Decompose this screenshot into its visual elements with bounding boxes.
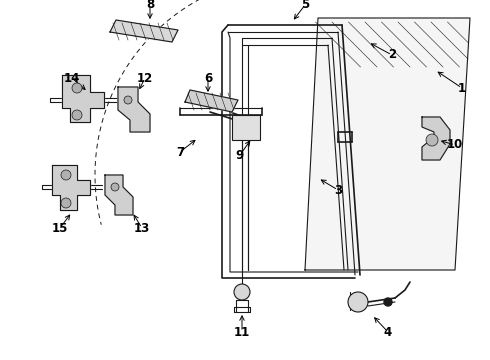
Circle shape: [124, 96, 132, 104]
Polygon shape: [422, 117, 450, 160]
Polygon shape: [110, 20, 178, 42]
Text: 6: 6: [204, 72, 212, 85]
Circle shape: [234, 284, 250, 300]
Polygon shape: [105, 175, 133, 215]
FancyBboxPatch shape: [232, 115, 260, 140]
Polygon shape: [185, 90, 238, 112]
Circle shape: [72, 83, 82, 93]
Polygon shape: [62, 75, 104, 122]
Text: 14: 14: [64, 72, 80, 85]
Text: 7: 7: [176, 145, 184, 158]
Circle shape: [72, 110, 82, 120]
Text: 8: 8: [146, 0, 154, 12]
Polygon shape: [305, 18, 470, 270]
Text: 10: 10: [447, 139, 463, 152]
Polygon shape: [118, 87, 150, 132]
Text: 12: 12: [137, 72, 153, 85]
Polygon shape: [52, 165, 90, 210]
Circle shape: [111, 183, 119, 191]
Circle shape: [426, 134, 438, 146]
Text: 9: 9: [236, 149, 244, 162]
Circle shape: [348, 292, 368, 312]
Text: 5: 5: [301, 0, 309, 12]
Text: 2: 2: [388, 49, 396, 62]
Text: 15: 15: [52, 221, 68, 234]
Text: 1: 1: [458, 81, 466, 94]
Text: 3: 3: [334, 184, 342, 197]
Circle shape: [384, 298, 392, 306]
Text: 4: 4: [384, 325, 392, 338]
Circle shape: [61, 198, 71, 208]
Circle shape: [61, 170, 71, 180]
Text: 11: 11: [234, 325, 250, 338]
Text: 13: 13: [134, 221, 150, 234]
